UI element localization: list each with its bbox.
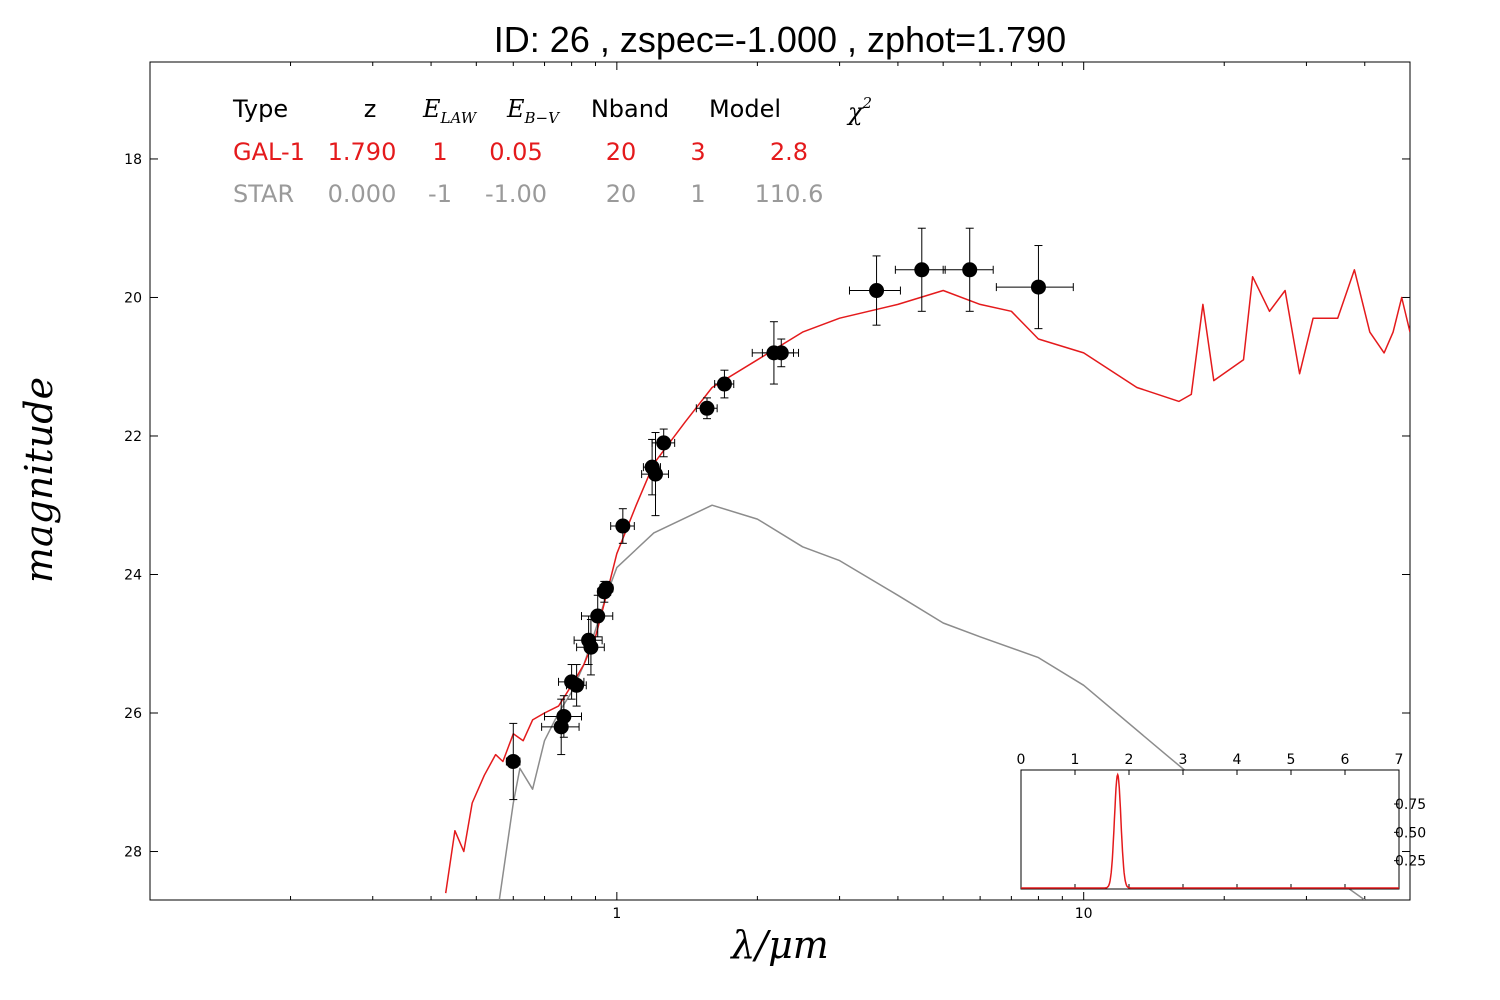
data-point-marker — [647, 466, 663, 482]
photometry-point — [894, 227, 946, 312]
data-point-marker — [590, 608, 606, 624]
photometry-point — [761, 338, 800, 368]
photometry-point — [610, 508, 635, 544]
y-tick-label: 20 — [124, 290, 142, 306]
data-point-marker — [699, 400, 715, 416]
y-axis-label: magnitude — [17, 377, 61, 583]
data-point-marker — [583, 639, 599, 655]
photometry-point — [942, 227, 994, 312]
y-tick-label: 22 — [124, 429, 142, 445]
table-cell-model: 1 — [690, 180, 705, 208]
data-point-marker — [716, 376, 732, 392]
table-header-type: Type — [232, 95, 288, 123]
photometry-point — [641, 432, 669, 517]
table-header-model: Model — [709, 95, 781, 123]
inset-axis-ticks: 0 1 2 3 4 5 6 7 0.25 0.50 0.75 — [1017, 752, 1426, 889]
data-point-marker — [914, 262, 930, 278]
data-point-marker — [615, 518, 631, 534]
inset-x-tick-label: 7 — [1395, 752, 1404, 768]
table-header-z: z — [364, 95, 377, 123]
table-cell-z: 1.790 — [328, 138, 397, 166]
table-cell-elaw: 1 — [432, 138, 447, 166]
main-series-group — [444, 269, 1410, 900]
sed-line-gal-1 — [444, 269, 1410, 894]
data-point-marker — [505, 753, 521, 769]
data-point-marker — [556, 708, 572, 724]
table-cell-chi2: 2.8 — [770, 138, 808, 166]
table-header-elaw: ELAW — [422, 95, 478, 127]
inset-plot-frame — [1020, 769, 1400, 890]
data-point-marker — [962, 262, 978, 278]
table-cell-type: GAL-1 — [233, 138, 305, 166]
table-cell-ebv: 0.05 — [489, 138, 542, 166]
x-axis-label: λ/μm — [729, 923, 829, 967]
data-point-marker — [569, 677, 585, 693]
inset-y-tick-label: 0.25 — [1395, 854, 1426, 870]
photometry-point — [651, 428, 676, 458]
inset-y-tick-label: 0.75 — [1395, 797, 1426, 813]
table-header-ebv: EB−V — [506, 95, 561, 127]
data-point-marker — [598, 580, 614, 596]
photometry-point — [541, 698, 580, 756]
inset-pdf-group — [1021, 772, 1399, 889]
table-cell-elaw: -1 — [428, 180, 452, 208]
y-tick-label: 28 — [124, 845, 142, 861]
y-tick-label: 24 — [124, 567, 142, 583]
inset-x-tick-label: 0 — [1017, 752, 1026, 768]
y-tick-label: 26 — [124, 706, 142, 722]
inset-x-tick-label: 6 — [1341, 752, 1350, 768]
fit-table-row: GAL-1 1.790 1 0.05 20 3 2.8 — [233, 138, 808, 166]
photometry-point — [505, 722, 521, 801]
y-tick-label: 18 — [124, 152, 142, 168]
photometry-point — [848, 255, 901, 326]
table-header-nband: Nband — [591, 95, 669, 123]
photometry-point — [995, 245, 1074, 330]
data-point-marker — [773, 345, 789, 361]
data-point-marker — [869, 283, 885, 299]
photometry-point — [576, 619, 605, 676]
inset-x-tick-label: 3 — [1179, 752, 1188, 768]
table-header-chi2: χ2 — [846, 94, 872, 126]
photometry-point — [598, 580, 614, 596]
main-plot-frame — [149, 61, 1411, 901]
table-cell-nband: 20 — [606, 138, 637, 166]
inset-x-tick-label: 4 — [1233, 752, 1242, 768]
inset-y-tick-label: 0.50 — [1395, 825, 1426, 841]
inset-x-tick-label: 1 — [1071, 752, 1080, 768]
photometry-point — [580, 594, 614, 638]
fit-table: Type z ELAW EB−V Nband Model χ2 — [232, 94, 872, 127]
sed-line-star — [498, 504, 1366, 900]
table-cell-model: 3 — [690, 138, 705, 166]
fit-table-row: STAR 0.000 -1 -1.00 20 1 110.6 — [233, 180, 823, 208]
table-cell-type: STAR — [233, 180, 294, 208]
table-cell-nband: 20 — [606, 180, 637, 208]
table-cell-chi2: 110.6 — [755, 180, 824, 208]
photometry-point — [565, 664, 587, 707]
inset-x-tick-label: 2 — [1125, 752, 1134, 768]
zphot-pdf-line — [1021, 772, 1399, 889]
photometry-point — [695, 397, 718, 420]
data-point-marker — [1030, 279, 1046, 295]
inset-x-tick-label: 5 — [1287, 752, 1296, 768]
x-tick-label: 10 — [1075, 906, 1093, 922]
photometry-points — [505, 227, 1074, 801]
table-cell-z: 0.000 — [328, 180, 397, 208]
photometry-point — [714, 369, 735, 399]
x-tick-label: 1 — [612, 906, 621, 922]
fit-table-rows: GAL-1 1.790 1 0.05 20 3 2.8 STAR 0.000 -1 -1.00 20 1… — [233, 138, 823, 208]
photometry-point — [544, 695, 582, 738]
data-point-marker — [656, 435, 672, 451]
chart-title: ID: 26 , zspec=-1.000 , zphot=1.790 — [494, 19, 1066, 60]
table-cell-ebv: -1.00 — [485, 180, 547, 208]
